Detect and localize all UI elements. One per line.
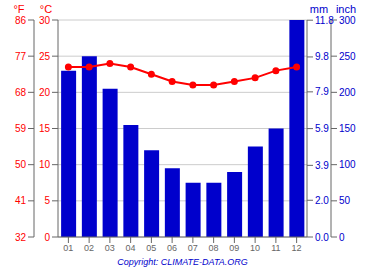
svg-text:68: 68 xyxy=(15,87,27,98)
svg-text:30: 30 xyxy=(39,15,51,26)
svg-text:11: 11 xyxy=(271,243,280,253)
svg-text:15: 15 xyxy=(39,123,51,134)
svg-text:32: 32 xyxy=(15,232,27,243)
svg-text:0.0: 0.0 xyxy=(315,232,329,243)
svg-text:5: 5 xyxy=(44,195,50,206)
svg-text:12: 12 xyxy=(292,243,302,253)
svg-text:9.8: 9.8 xyxy=(315,51,329,62)
svg-text:5.9: 5.9 xyxy=(315,123,329,134)
svg-text:86: 86 xyxy=(15,15,27,26)
svg-text:3.9: 3.9 xyxy=(315,160,329,171)
svg-text:20: 20 xyxy=(39,87,51,98)
svg-text:300: 300 xyxy=(339,15,356,26)
svg-text:200: 200 xyxy=(339,87,356,98)
svg-text:07: 07 xyxy=(188,243,198,253)
svg-text:150: 150 xyxy=(339,123,356,134)
svg-text:06: 06 xyxy=(167,243,177,253)
html-text:°C: °C xyxy=(39,3,53,15)
html-text:°F: °F xyxy=(13,3,25,15)
svg-text:10: 10 xyxy=(39,159,51,170)
svg-text:50: 50 xyxy=(15,159,27,170)
svg-text:11.8: 11.8 xyxy=(315,15,334,26)
svg-text:05: 05 xyxy=(146,243,156,253)
html-text:inch: inch xyxy=(335,3,357,15)
svg-text:08: 08 xyxy=(209,243,219,253)
svg-text:50: 50 xyxy=(339,195,351,206)
svg-text:04: 04 xyxy=(126,243,136,253)
html-text:mm: mm xyxy=(309,3,329,15)
svg-text:2.0: 2.0 xyxy=(315,195,329,206)
svg-text:77: 77 xyxy=(15,51,27,62)
svg-text:02: 02 xyxy=(84,243,94,253)
svg-text:01: 01 xyxy=(63,243,73,253)
svg-text:03: 03 xyxy=(105,243,115,253)
svg-text:59: 59 xyxy=(15,123,27,134)
svg-text:0: 0 xyxy=(339,232,345,243)
svg-text:7.9: 7.9 xyxy=(315,86,329,97)
svg-text:250: 250 xyxy=(339,51,356,62)
svg-text:100: 100 xyxy=(339,159,356,170)
svg-text:41: 41 xyxy=(15,195,27,206)
html-text:Copyright: CLIMATE-DATA.ORG: Copyright: CLIMATE-DATA.ORG xyxy=(117,257,248,267)
svg-text:0: 0 xyxy=(44,232,50,243)
svg-text:25: 25 xyxy=(39,51,51,62)
svg-text:10: 10 xyxy=(250,243,260,253)
svg-text:09: 09 xyxy=(229,243,239,253)
